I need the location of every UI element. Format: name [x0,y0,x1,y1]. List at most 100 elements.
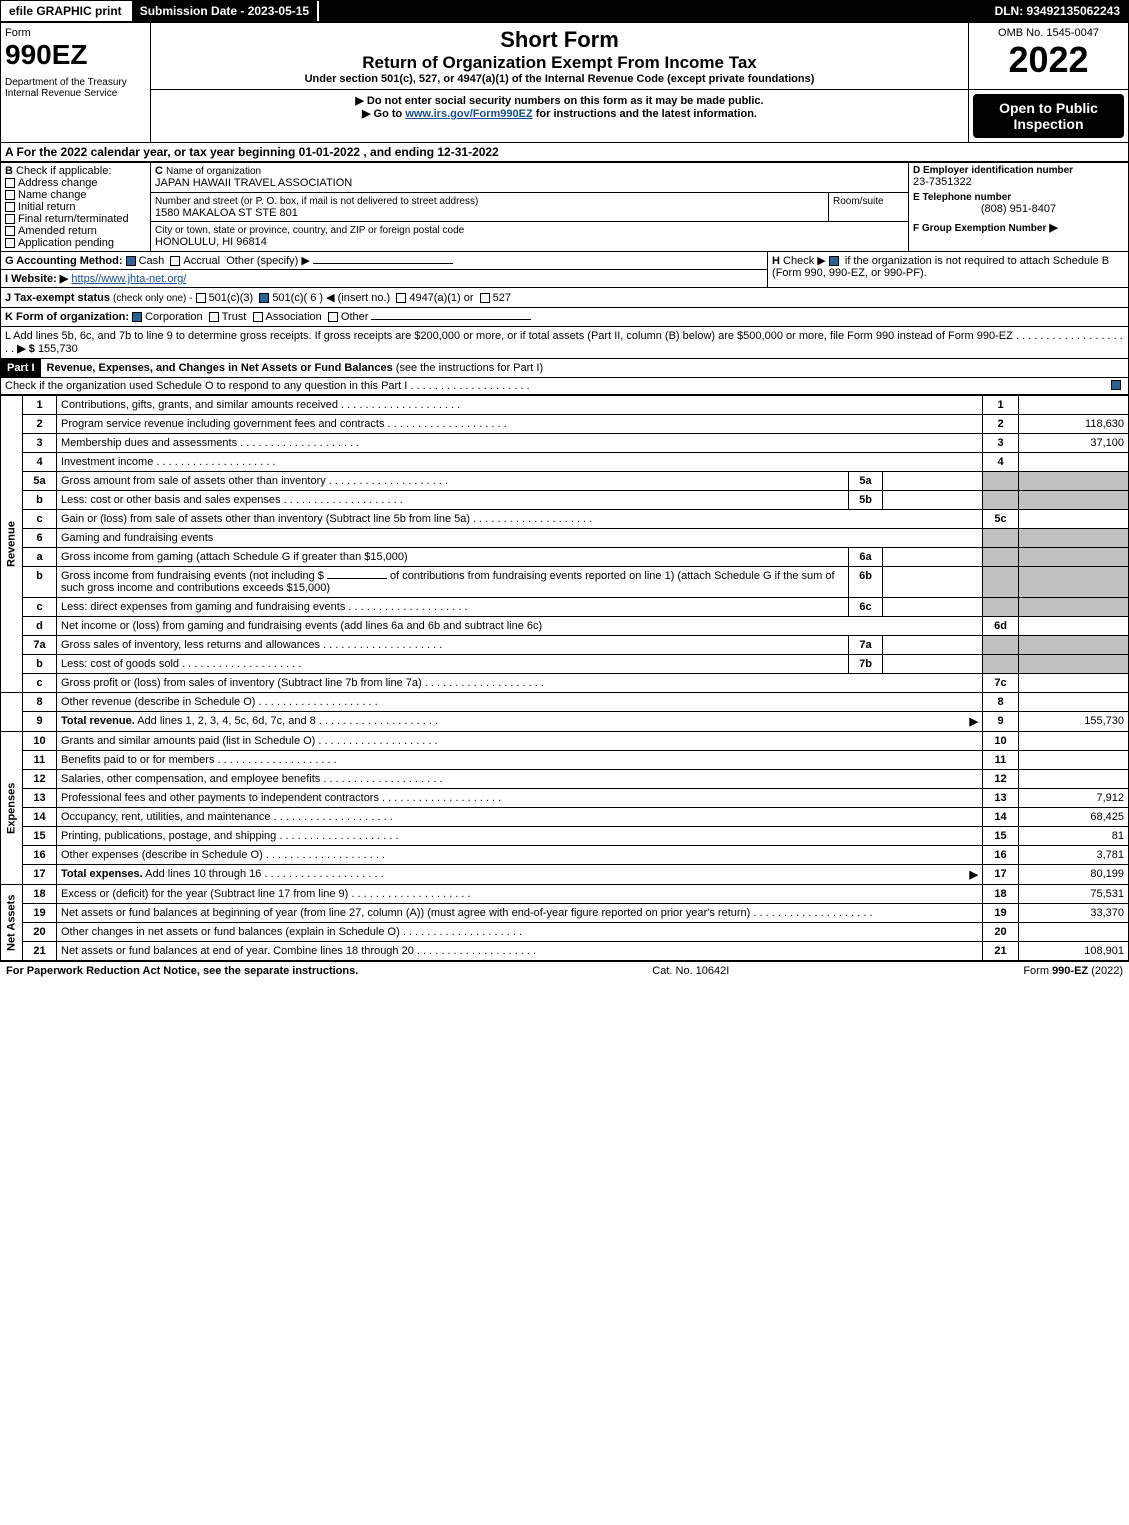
line-3-rval: 37,100 [1019,434,1129,453]
line-12-num: 12 [23,770,57,789]
checkbox-corporation[interactable] [132,312,142,322]
line-3-rlabel: 3 [983,434,1019,453]
line-6c-dots [345,601,467,613]
b-opt-5-text: Application pending [18,237,114,249]
line-10-num: 10 [23,732,57,751]
revenue-side-label: Revenue [1,396,23,693]
line-16-rlabel: 16 [983,846,1019,865]
line-6-shade1 [983,529,1019,548]
line-21-dots [414,945,536,957]
part1-check-text: Check if the organization used Schedule … [5,380,1111,392]
j-opt1: 501(c)(3) [209,292,254,304]
note2-pre: ▶ Go to [362,108,405,120]
part1-check-label: Check if the organization used Schedule … [5,380,407,392]
g-label: G Accounting Method: [5,255,123,267]
checkbox-other-org[interactable] [328,312,338,322]
line-5a-text: Gross amount from sale of assets other t… [61,475,326,487]
line-5a-shade1 [983,472,1019,491]
form-header: Form 990EZ Department of the Treasury In… [0,22,1129,143]
note2-post: for instructions and the latest informat… [533,108,757,120]
b-label: B [5,165,13,177]
website-link[interactable]: https//www.jhta-net.org/ [71,273,186,285]
line-6a-sval [883,548,983,567]
line-11-text: Benefits paid to or for members [61,754,214,766]
line-7b-text: Less: cost of goods sold [61,658,179,670]
line-4-text: Investment income [61,456,153,468]
line-6c-text: Less: direct expenses from gaming and fu… [61,601,345,613]
efile-print[interactable]: efile GRAPHIC print [1,1,132,21]
checkbox-h[interactable] [829,256,839,266]
line-9-rval: 155,730 [1019,712,1129,732]
line-18-dots [348,888,470,900]
open-to-public: Open to Public Inspection [973,94,1124,138]
j-opt2: 501(c)( 6 ) ◀ (insert no.) [272,292,390,304]
line-7a-slabel: 7a [849,636,883,655]
line-7c-rval [1019,674,1129,693]
line-20-rlabel: 20 [983,923,1019,942]
checkbox-name-change[interactable] [5,190,15,200]
line-4-rlabel: 4 [983,453,1019,472]
j-opt3: 4947(a)(1) or [409,292,473,304]
line-6b-sval [883,567,983,598]
line-5a-slabel: 5a [849,472,883,491]
checkbox-application-pending[interactable] [5,238,15,248]
line-14-rval: 68,425 [1019,808,1129,827]
line-14-text: Occupancy, rent, utilities, and maintena… [61,811,271,823]
k-other: Other [341,311,369,323]
line-7c-dots [422,677,544,689]
short-form-title: Short Form [155,27,964,53]
line-21-text: Net assets or fund balances at end of ye… [61,945,414,957]
j-label: J Tax-exempt status [5,292,110,304]
checkbox-part1-schedo[interactable] [1111,380,1121,390]
line-1-num: 1 [23,396,57,415]
l-value: 155,730 [38,343,78,355]
checkbox-501c3[interactable] [196,293,206,303]
line-9-rlabel: 9 [983,712,1019,732]
line-7a-sval [883,636,983,655]
line-7b-sval [883,655,983,674]
checkbox-accrual[interactable] [170,256,180,266]
line-11-dots [214,754,336,766]
telephone-value: (808) 951-8407 [913,203,1124,215]
checkbox-association[interactable] [253,312,263,322]
checkbox-cash[interactable] [126,256,136,266]
f-arrow: ▶ [1049,222,1057,234]
line-10-dots [315,735,437,747]
line-15-rlabel: 15 [983,827,1019,846]
line-13-text: Professional fees and other payments to … [61,792,379,804]
checkbox-amended-return[interactable] [5,226,15,236]
checkbox-501c[interactable] [259,293,269,303]
line-10-rlabel: 10 [983,732,1019,751]
h-prefix: H [772,255,780,267]
line-5a-num: 5a [23,472,57,491]
checkbox-527[interactable] [480,293,490,303]
line-6a-num: a [23,548,57,567]
line-6b-blank[interactable] [327,578,387,579]
line-6d-rval [1019,617,1129,636]
f-label: F Group Exemption Number [913,223,1046,234]
line-3-text: Membership dues and assessments [61,437,237,449]
line-17-text: Add lines 10 through 16 [145,868,261,880]
line-6c-slabel: 6c [849,598,883,617]
irs-label: Internal Revenue Service [5,88,146,99]
irs-link[interactable]: www.irs.gov/Form990EZ [405,108,532,120]
line-2-text: Program service revenue including govern… [61,418,384,430]
checkbox-initial-return[interactable] [5,202,15,212]
checkbox-address-change[interactable] [5,178,15,188]
line-9-num: 9 [23,712,57,732]
k-other-input[interactable] [371,319,531,320]
line-6-num: 6 [23,529,57,548]
line-6b-slabel: 6b [849,567,883,598]
g-other-input[interactable] [313,263,453,264]
footer-right-post: (2022) [1088,965,1123,977]
footer-left: For Paperwork Reduction Act Notice, see … [6,965,358,977]
line-15-text: Printing, publications, postage, and shi… [61,830,276,842]
part1-title: Revenue, Expenses, and Changes in Net As… [47,362,393,374]
line-6c-sval [883,598,983,617]
checkbox-4947[interactable] [396,293,406,303]
line-9-bold: Total revenue. [61,715,135,727]
part1-instr: (see the instructions for Part I) [396,362,543,374]
checkbox-trust[interactable] [209,312,219,322]
line-7a-num: 7a [23,636,57,655]
checkbox-final-return[interactable] [5,214,15,224]
